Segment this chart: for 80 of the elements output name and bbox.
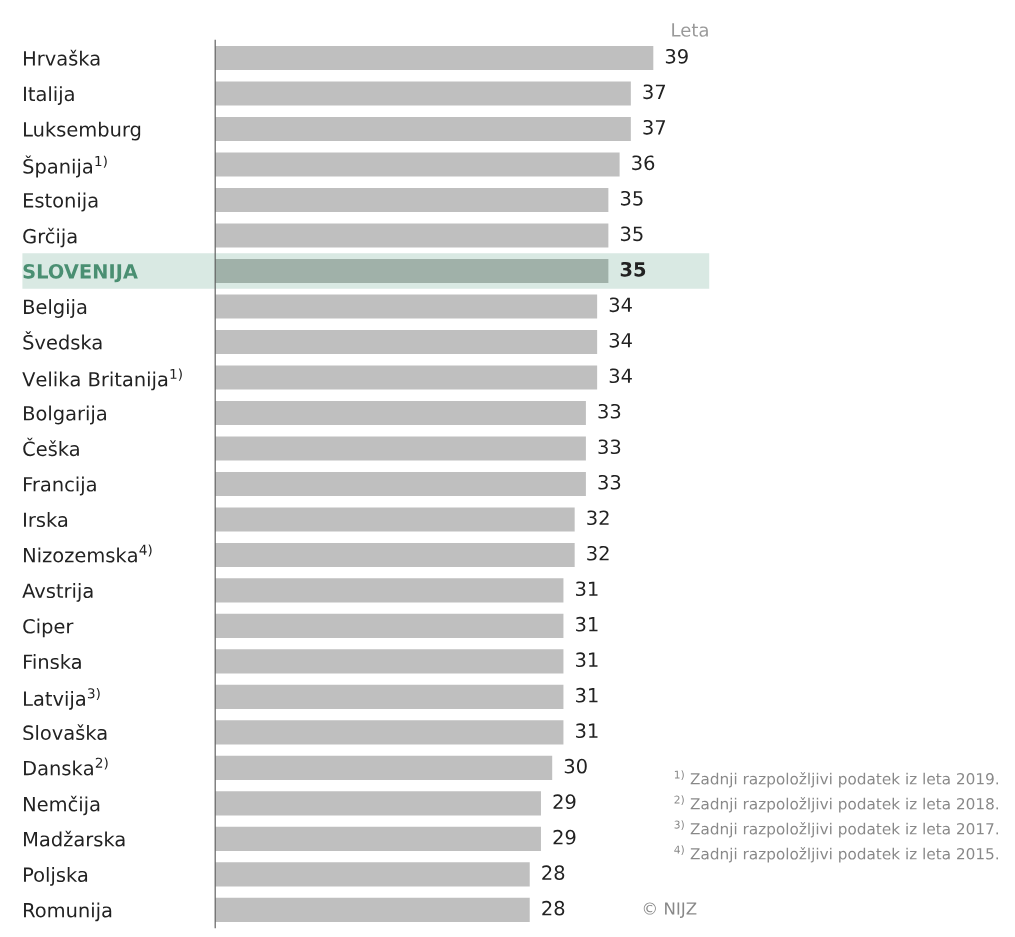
y-tick-label: Slovaška xyxy=(23,724,107,741)
data-label: 32 xyxy=(587,545,609,561)
data-label: 35 xyxy=(620,261,646,277)
bar xyxy=(215,649,564,674)
data-label: 28 xyxy=(542,865,565,881)
y-tick-label: Latvija$^{3)}$ xyxy=(24,687,100,710)
y-tick-label: Nemčija xyxy=(24,795,100,816)
x-axis-title: Leta xyxy=(672,23,708,37)
data-label: 35 xyxy=(620,226,643,242)
data-label: 34 xyxy=(609,332,632,348)
bar xyxy=(215,116,631,142)
bar xyxy=(215,755,553,780)
bar xyxy=(215,81,631,106)
bar xyxy=(215,791,541,816)
y-tick-label: Hrvaška xyxy=(24,49,100,66)
y-tick-label: Švedska xyxy=(23,331,102,350)
bar xyxy=(215,897,530,922)
data-label: 33 xyxy=(598,403,621,419)
y-tick-label: Bolgarija xyxy=(24,405,106,425)
y-tick-label: Belgija xyxy=(24,299,87,318)
data-label: 34 xyxy=(609,368,632,384)
y-tick-label: Avstrija xyxy=(22,583,93,602)
bar xyxy=(215,720,564,745)
bar xyxy=(215,826,541,851)
y-tick-label: Finska xyxy=(24,654,81,670)
bar xyxy=(215,294,598,319)
y-tick-label: Francija xyxy=(24,476,96,496)
data-label: 32 xyxy=(587,510,609,526)
y-tick-label: Ciper xyxy=(23,618,74,638)
data-label: 34 xyxy=(609,297,632,313)
bar xyxy=(215,329,598,355)
y-tick-label: SLOVENIJA xyxy=(23,263,138,283)
bar xyxy=(215,507,575,532)
data-label: 29 xyxy=(553,829,576,845)
y-tick-label: Velika Britanija$^{1)}$ xyxy=(22,368,182,391)
annotation: $^{4)}$ Zadnji razpoložljivi podatek iz leta 2015. xyxy=(674,845,998,863)
data-label: 35 xyxy=(620,190,643,206)
y-tick-label: Nizozemska$^{4)}$ xyxy=(24,544,152,563)
bar xyxy=(215,684,564,709)
y-tick-label: Danska$^{2)}$ xyxy=(24,757,108,776)
data-label: 37 xyxy=(643,84,666,100)
data-label: 33 xyxy=(598,439,621,455)
bar xyxy=(215,613,564,638)
bar xyxy=(215,436,586,461)
bar xyxy=(215,365,598,390)
data-label: 31 xyxy=(576,652,598,668)
annotation: $^{1)}$ Zadnji razpoložljivi podatek iz leta 2019. xyxy=(674,770,998,788)
data-label: 31 xyxy=(576,687,598,703)
annotation: © NIJZ xyxy=(643,902,697,918)
y-tick-label: Luksemburg xyxy=(24,121,141,141)
data-label: 31 xyxy=(576,581,598,597)
bar xyxy=(215,223,609,248)
data-label: 29 xyxy=(553,794,576,810)
data-label: 36 xyxy=(632,155,655,171)
data-label: 39 xyxy=(665,48,688,64)
bar xyxy=(215,152,620,177)
annotation: $^{2)}$ Zadnji razpoložljivi podatek iz leta 2018. xyxy=(674,795,998,813)
bar xyxy=(215,400,586,426)
y-tick-label: Poljska xyxy=(24,867,88,886)
bar xyxy=(215,862,530,887)
bar xyxy=(215,45,654,71)
y-tick-label: Španija$^{1)}$ xyxy=(23,155,107,178)
y-tick-label: Irska xyxy=(24,512,68,528)
y-tick-label: Italija xyxy=(24,86,74,105)
bar xyxy=(215,578,564,603)
bar xyxy=(215,542,575,568)
data-label: 31 xyxy=(576,616,598,632)
y-tick-label: Romunija xyxy=(24,902,112,922)
y-tick-label: Grčija xyxy=(23,227,77,248)
annotation: $^{3)}$ Zadnji razpoložljivi podatek iz leta 2017. xyxy=(674,820,998,838)
data-label: 37 xyxy=(643,119,666,135)
data-label: 28 xyxy=(542,900,565,916)
data-label: 33 xyxy=(598,474,621,490)
bar xyxy=(215,187,609,213)
data-label: 30 xyxy=(564,758,587,774)
data-label: 31 xyxy=(576,723,598,739)
bar xyxy=(215,471,586,497)
y-tick-label: Estonija xyxy=(24,192,98,212)
y-tick-label: Madžarska xyxy=(24,830,125,847)
y-tick-label: Češka xyxy=(23,437,79,457)
